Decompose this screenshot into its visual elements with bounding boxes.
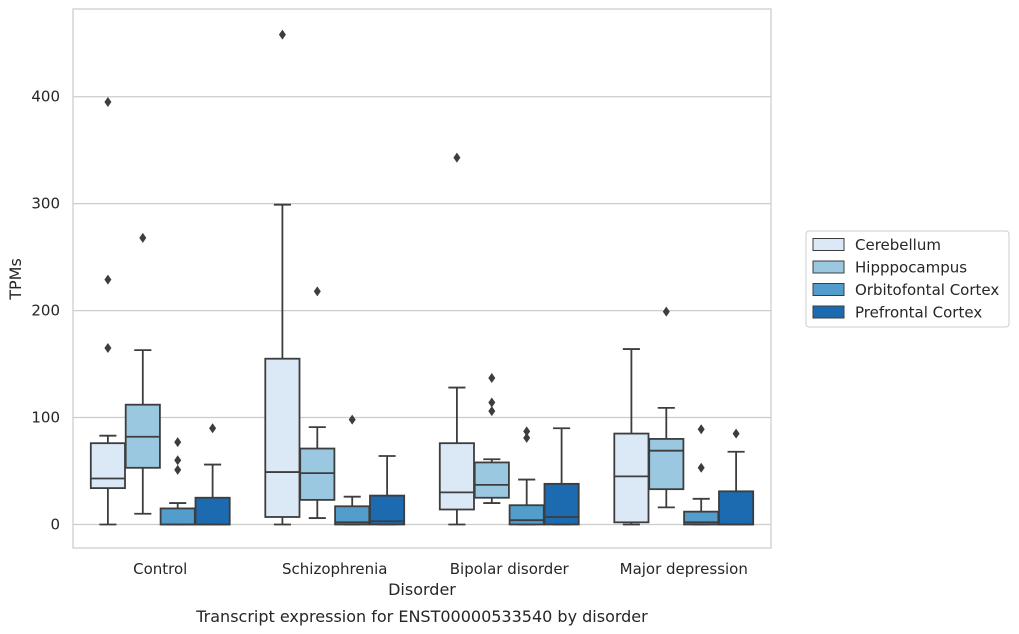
chart-caption: Transcript expression for ENST0000053354… <box>195 607 648 626</box>
x-tick-label-bipolar-disorder: Bipolar disorder <box>450 560 570 578</box>
iqr-box <box>159 507 196 526</box>
outlier-point <box>104 343 112 354</box>
legend-frame <box>805 230 1010 328</box>
box-bipolar-disorder-hipppocampus <box>473 372 510 504</box>
y-tick-label: 100 <box>31 409 60 427</box>
outlier-point <box>488 397 496 408</box>
legend: Cerebellum Hipppocampus Orbitofontal Corte… <box>805 230 1010 328</box>
outlier-point <box>662 306 670 317</box>
legend-label-orbitofontal-cortex: Orbitofontal Cortex <box>855 281 999 299</box>
outlier-point <box>697 462 705 473</box>
box-schizophrenia-orbitofontal-cortex <box>334 414 371 526</box>
outlier-point <box>139 232 147 243</box>
outlier-point <box>523 432 531 443</box>
iqr-box <box>718 490 755 526</box>
outlier-point <box>523 426 531 437</box>
legend-label-prefrontal-cortex: Prefrontal Cortex <box>855 304 982 322</box>
plot-area-frame <box>72 8 772 549</box>
box-schizophrenia-prefrontal-cortex <box>369 455 406 526</box>
legend-swatch-orbitofontal-cortex <box>812 283 845 296</box>
iqr-box <box>543 482 580 526</box>
box-bipolar-disorder-prefrontal-cortex <box>543 427 580 526</box>
box-major-depression-prefrontal-cortex <box>718 428 755 526</box>
iqr-box <box>648 438 685 491</box>
legend-label-hipppocampus: Hipppocampus <box>855 259 967 277</box>
outlier-point <box>174 464 182 475</box>
x-tick-label-major-depression: Major depression <box>620 560 748 578</box>
box-control-orbitofontal-cortex <box>159 437 196 526</box>
iqr-box <box>369 494 406 526</box>
y-axis-title: TPMs <box>6 258 25 301</box>
y-tick-label: 300 <box>31 195 60 213</box>
box-major-depression-orbitofontal-cortex <box>683 424 720 526</box>
box-major-depression-hipppocampus <box>648 306 685 509</box>
box-schizophrenia-hipppocampus <box>299 286 336 519</box>
iqr-box <box>89 442 126 490</box>
y-tick-label: 0 <box>50 515 60 533</box>
y-axis-ticks: 0 100 200 300 400 <box>31 88 60 534</box>
x-axis-title: Disorder <box>388 580 456 599</box>
outlier-point <box>488 406 496 417</box>
legend-label-cerebellum: Cerebellum <box>855 236 941 254</box>
box-bipolar-disorder-orbitofontal-cortex <box>508 426 545 526</box>
outlier-point <box>209 423 217 434</box>
iqr-box <box>299 447 336 501</box>
legend-swatch-prefrontal-cortex <box>812 305 845 319</box>
outlier-point <box>104 274 112 285</box>
box-schizophrenia-cerebellum <box>264 29 301 526</box>
box-control-prefrontal-cortex <box>194 423 231 526</box>
iqr-box <box>264 357 301 518</box>
outlier-point <box>174 455 182 466</box>
outlier-point <box>348 414 356 425</box>
outlier-point <box>104 97 112 108</box>
outlier-point <box>278 29 286 40</box>
y-tick-label: 200 <box>31 302 60 320</box>
box-bipolar-disorder-cerebellum <box>438 152 475 526</box>
legend-swatch-cerebellum <box>812 238 845 251</box>
iqr-box <box>194 496 231 526</box>
box-marks <box>89 29 755 526</box>
outlier-point <box>732 428 740 439</box>
outlier-point <box>313 286 321 297</box>
x-axis-ticks: Control Schizophrenia Bipolar disorder Majo… <box>133 560 748 578</box>
y-tick-label: 400 <box>31 88 60 106</box>
box-control-hipppocampus <box>124 232 161 515</box>
outlier-point <box>174 437 182 448</box>
gridlines <box>73 96 771 526</box>
box-major-depression-cerebellum <box>613 348 650 526</box>
outlier-point <box>697 424 705 435</box>
outlier-point <box>488 372 496 383</box>
iqr-box <box>508 504 545 526</box>
x-tick-label-schizophrenia: Schizophrenia <box>282 560 387 578</box>
outlier-point <box>453 152 461 163</box>
legend-swatch-hipppocampus <box>812 260 845 274</box>
iqr-box <box>613 432 650 524</box>
iqr-box <box>438 442 475 511</box>
iqr-box <box>473 461 510 499</box>
x-tick-label-control: Control <box>133 560 187 578</box>
